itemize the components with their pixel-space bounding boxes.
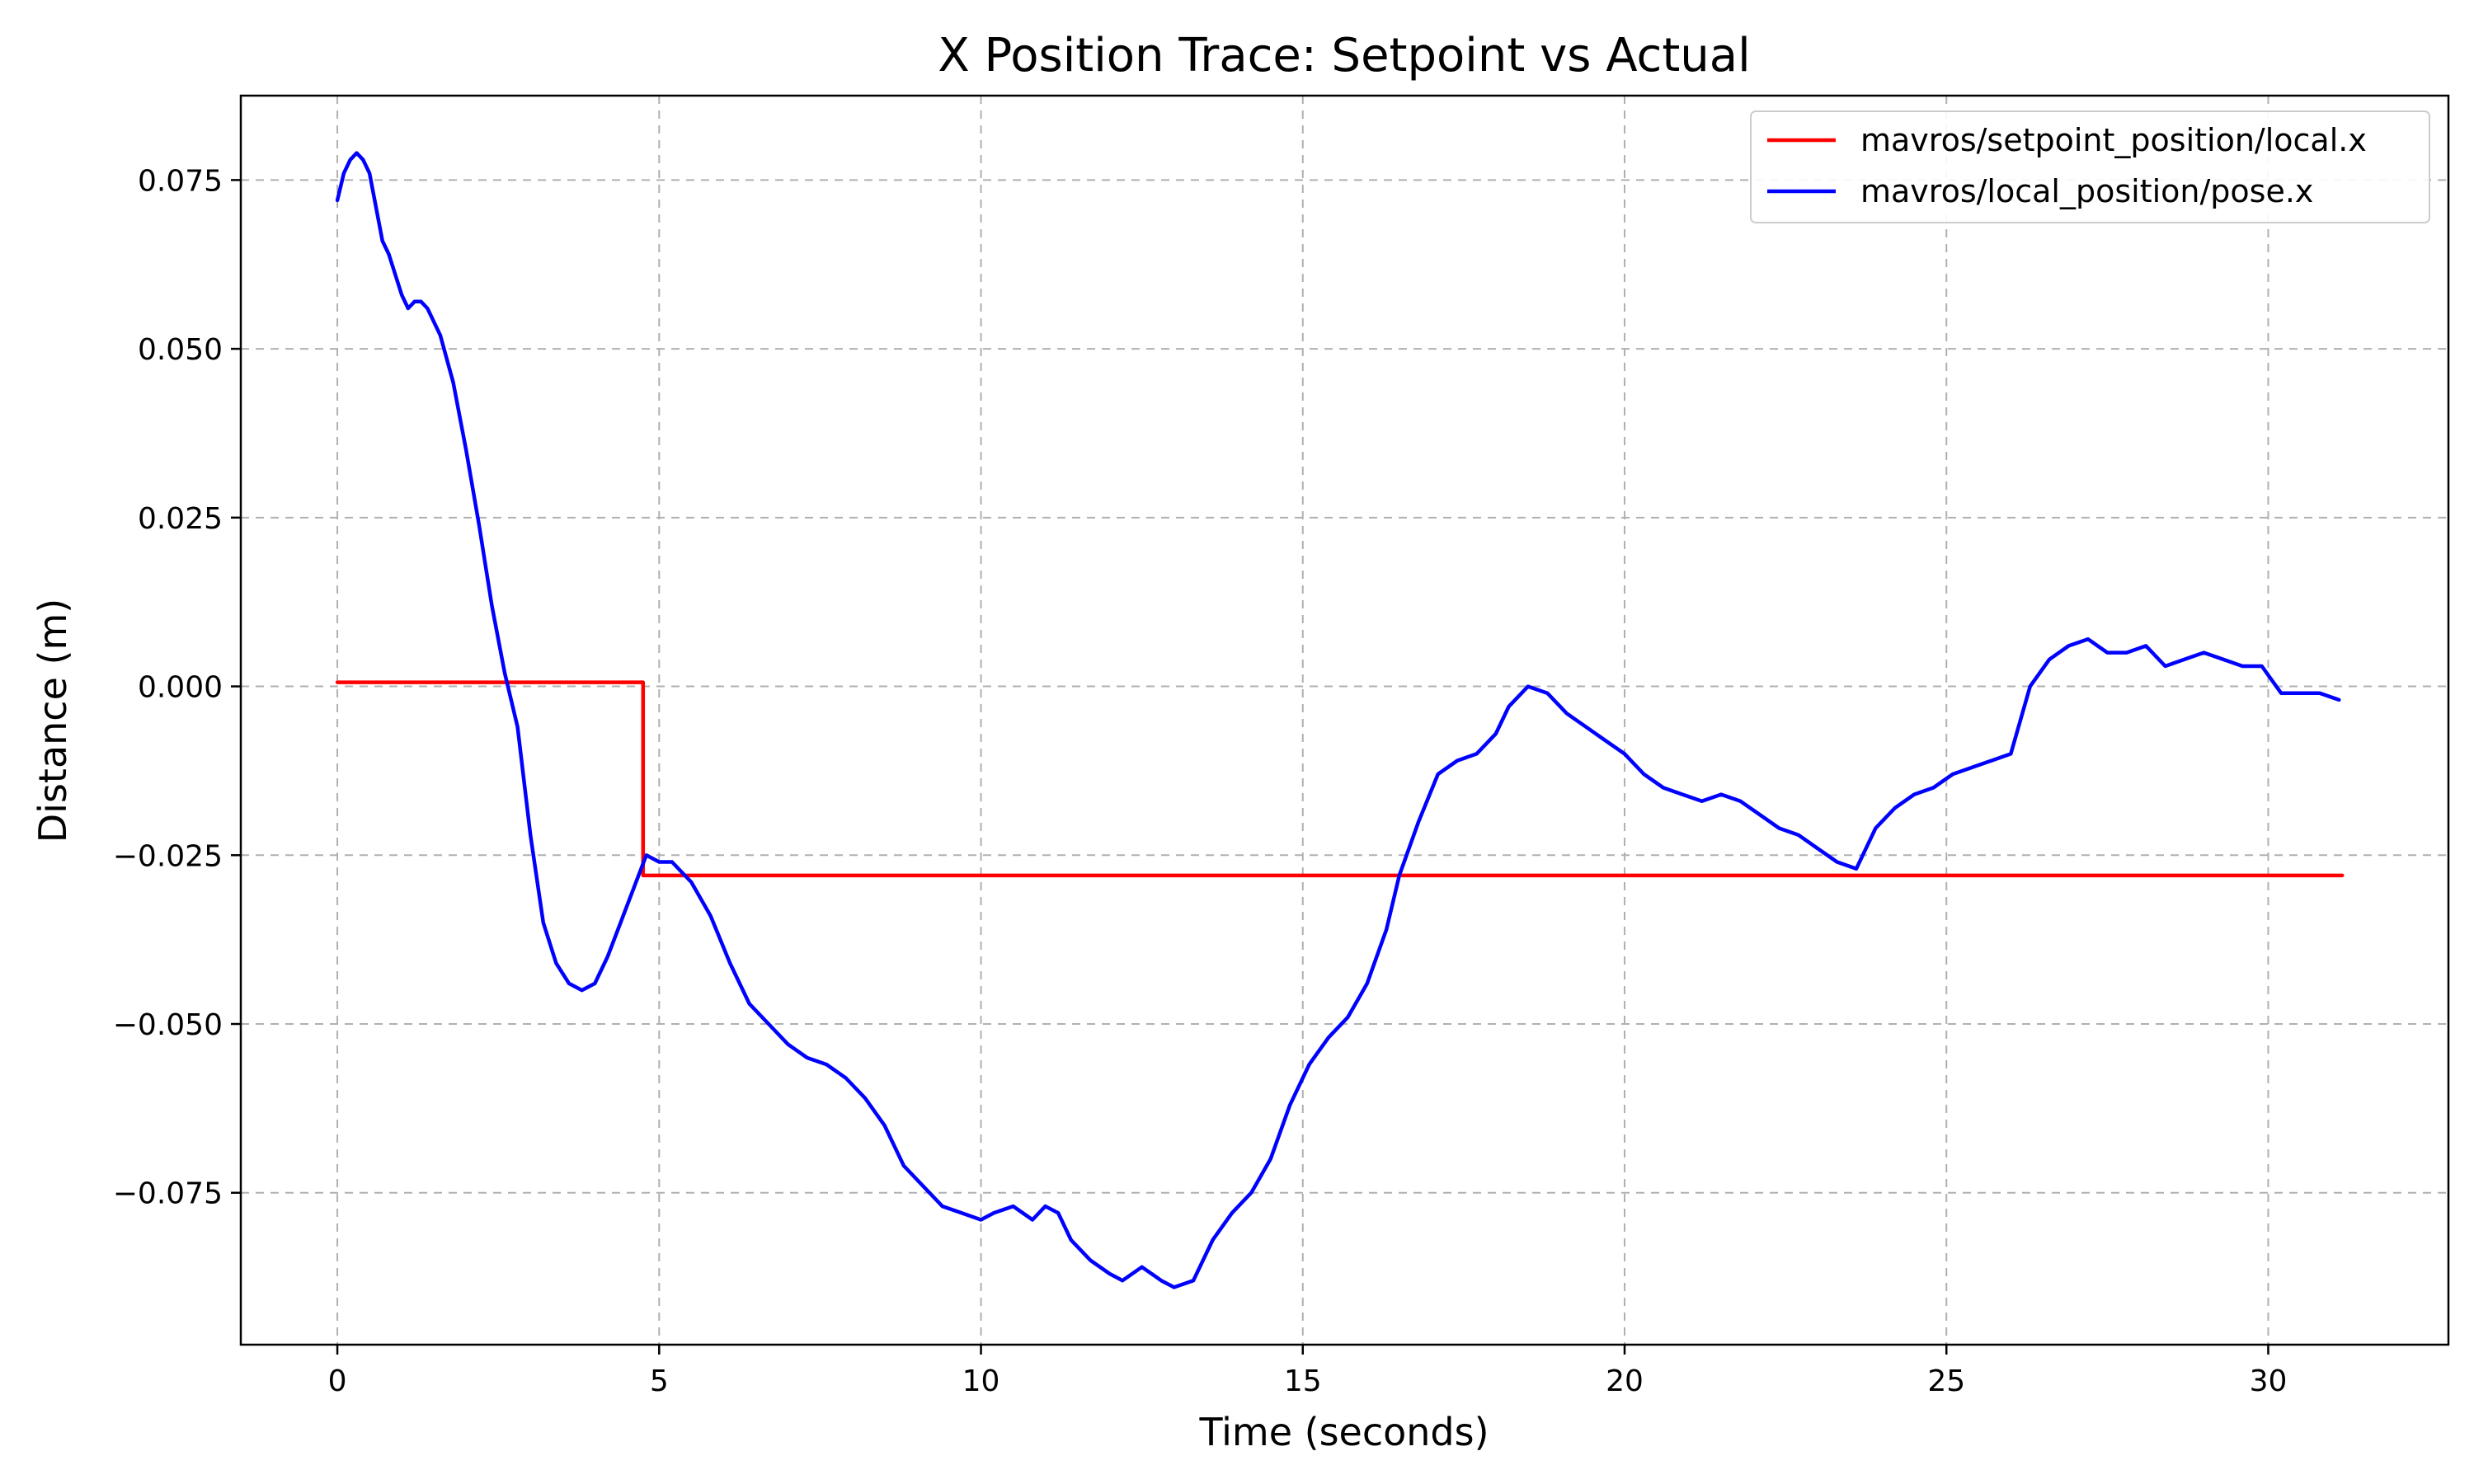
series-layer: [335, 151, 2345, 1289]
y-tick-label: 0.050: [138, 333, 223, 367]
legend: mavros/setpoint_position/local.x mavros/…: [1750, 110, 2430, 223]
x-tick-label: 10: [962, 1364, 1000, 1398]
x-tick-label: 15: [1284, 1364, 1322, 1398]
y-tick-label: 0.025: [138, 502, 223, 536]
chart-title: X Position Trace: Setpoint vs Actual: [938, 29, 1750, 82]
tick-layer: 0 5 10 15 20 25 30 −0.075 −0.050 −0.025 0.000 0.025…: [113, 164, 2288, 1398]
legend-box: [1750, 110, 2430, 223]
x-tick-label: 25: [1927, 1364, 1965, 1398]
y-tick-label: −0.050: [113, 1008, 223, 1042]
x-tick-label: 20: [1606, 1364, 1644, 1398]
y-tick-label: 0.000: [138, 671, 223, 705]
x-tick-label: 5: [650, 1364, 669, 1398]
grid-layer: [241, 96, 2448, 1345]
y-tick-label: 0.075: [138, 164, 223, 198]
y-tick-label: −0.075: [113, 1177, 223, 1211]
legend-label-pose: mavros/local_position/pose.x: [1860, 173, 2313, 209]
x-axis-title: Time (seconds): [1198, 1410, 1489, 1454]
y-axis-title: Distance (m): [31, 599, 75, 843]
plot-frame: [239, 94, 2450, 1346]
y-tick-label: −0.025: [113, 839, 223, 873]
x-tick-label: 30: [2250, 1364, 2288, 1398]
x-tick-label: 0: [328, 1364, 347, 1398]
setpoint-series-line: [335, 680, 2345, 878]
legend-label-setpoint: mavros/setpoint_position/local.x: [1860, 122, 2367, 158]
pose-series-line: [335, 151, 2341, 1289]
